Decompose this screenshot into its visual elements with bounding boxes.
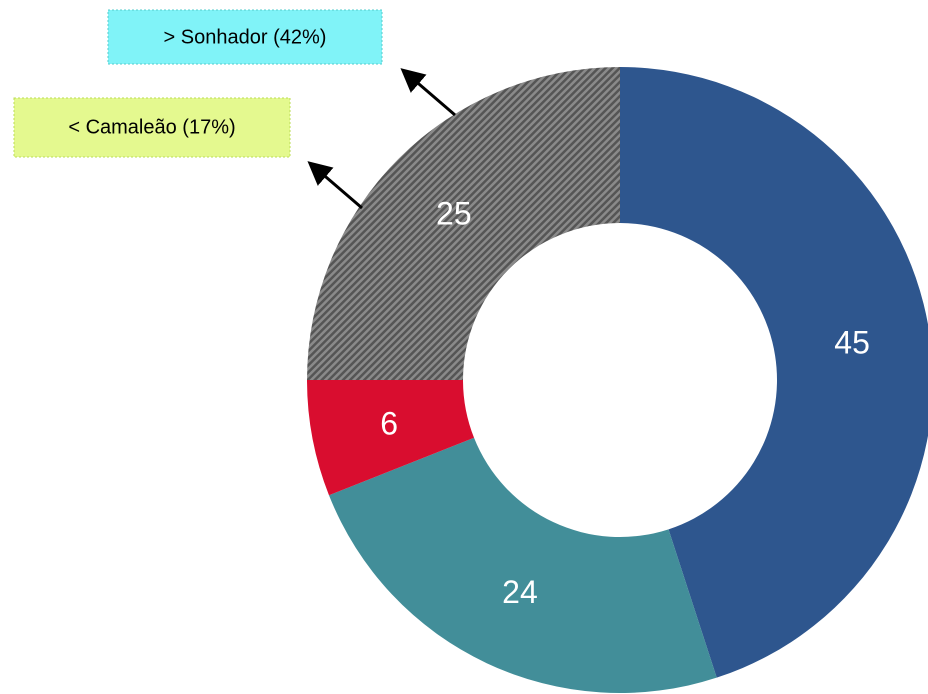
data-label: 6 — [380, 405, 398, 441]
arrow — [400, 68, 456, 117]
annotation-box — [107, 9, 383, 65]
slice — [620, 67, 928, 678]
annotation: > Sonhador (42%) — [164, 26, 327, 48]
arrow — [307, 161, 363, 210]
data-label: 24 — [502, 574, 538, 610]
slice — [307, 380, 475, 496]
data-label: 45 — [834, 325, 870, 361]
slice — [328, 437, 717, 693]
annotation-box — [13, 97, 291, 158]
annotation: < Camaleão (17%) — [68, 116, 235, 138]
slice — [307, 67, 620, 380]
slices: 45 24 6 25 — [307, 67, 928, 693]
data-label: 25 — [436, 195, 472, 231]
